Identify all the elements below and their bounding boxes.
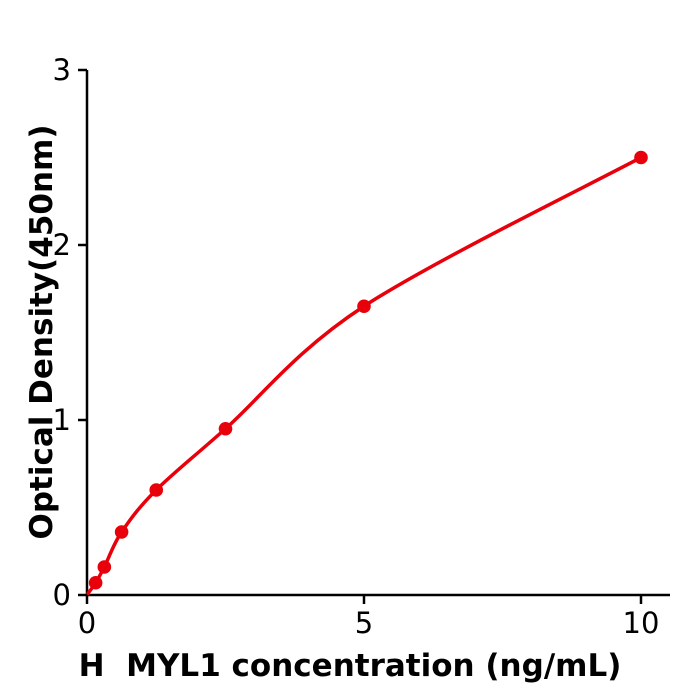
y-axis-title: Optical Density(450nm)	[24, 124, 60, 540]
data-point	[88, 575, 103, 590]
data-point	[218, 421, 233, 436]
x-tick-label: 5	[355, 606, 373, 640]
y-tick-label: 3	[53, 53, 71, 87]
axes-spines	[85, 70, 670, 597]
data-point	[114, 525, 129, 539]
fit-curve	[86, 155, 643, 595]
y-tick-label: 2	[53, 228, 71, 262]
x-tick-label: 0	[78, 606, 96, 640]
data-point	[97, 560, 112, 574]
data-point	[149, 483, 164, 497]
data-point	[357, 299, 371, 314]
x-axis-title: H MYL1 concentration (ng/mL)	[78, 648, 622, 684]
data-point	[634, 150, 648, 165]
x-tick-label: 10	[623, 606, 660, 640]
y-tick-label: 0	[53, 578, 71, 612]
y-tick-label: 1	[53, 403, 71, 437]
